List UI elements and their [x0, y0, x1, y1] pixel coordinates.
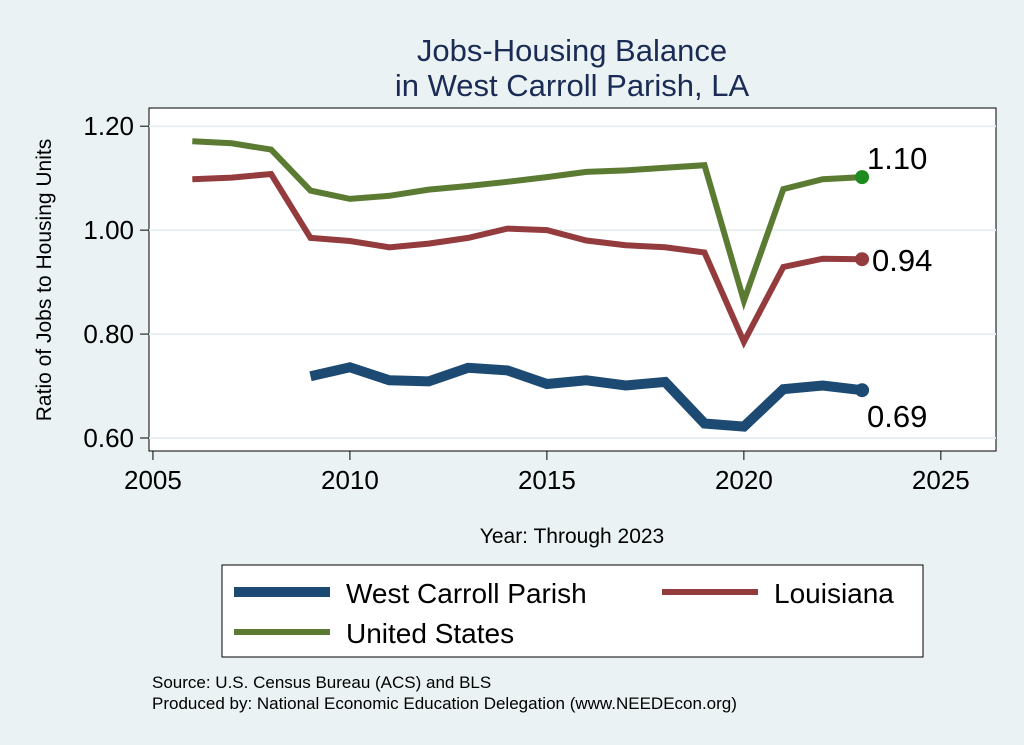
end-label-united-states: 1.10: [867, 141, 927, 176]
x-tick-label: 2025: [912, 465, 970, 495]
series-lines: [192, 138, 863, 432]
x-tick-label: 2020: [715, 465, 773, 495]
end-label-west-carroll-parish: 0.69: [867, 399, 927, 434]
y-tick-label: 0.80: [83, 319, 134, 349]
legend: West Carroll Parish Louisiana United Sta…: [221, 564, 924, 658]
x-tick-label: 2005: [124, 465, 182, 495]
legend-label-louisiana: Louisiana: [774, 578, 894, 609]
end-marker-west-carroll-parish: [855, 383, 870, 398]
series-line-louisiana: [192, 170, 863, 349]
end-label-louisiana: 0.94: [872, 243, 932, 278]
gridlines: [149, 125, 996, 440]
end-value-labels: 1.10 0.94 0.69: [855, 141, 932, 434]
y-axis-title: Ratio of Jobs to Housing Units: [33, 139, 56, 421]
legend-label-united-states: United States: [346, 618, 514, 649]
axes: 0.60 0.80 1.00 1.20 2005 2010 2015 2020 2025: [83, 111, 969, 495]
legend-label-west-carroll-parish: West Carroll Parish: [346, 578, 587, 609]
y-tick-label: 0.60: [83, 423, 134, 453]
end-marker-louisiana: [855, 252, 870, 267]
x-tick-label: 2010: [321, 465, 379, 495]
chart-title-line-2: in West Carroll Parish, LA: [395, 68, 750, 103]
produced-by-note: Produced by: National Economic Education…: [152, 694, 737, 713]
end-marker-united-states: [855, 170, 870, 185]
x-tick-label: 2015: [518, 465, 576, 495]
chart-title-line-1: Jobs-Housing Balance: [417, 33, 727, 68]
x-axis-title: Year: Through 2023: [480, 525, 665, 548]
y-tick-label: 1.20: [83, 111, 134, 141]
source-note: Source: U.S. Census Bureau (ACS) and BLS: [152, 673, 491, 692]
y-tick-label: 1.00: [83, 215, 134, 245]
series-line-west-carroll-parish: [309, 362, 863, 432]
legend-box: [221, 564, 924, 658]
series-line-united-states: [192, 138, 863, 311]
